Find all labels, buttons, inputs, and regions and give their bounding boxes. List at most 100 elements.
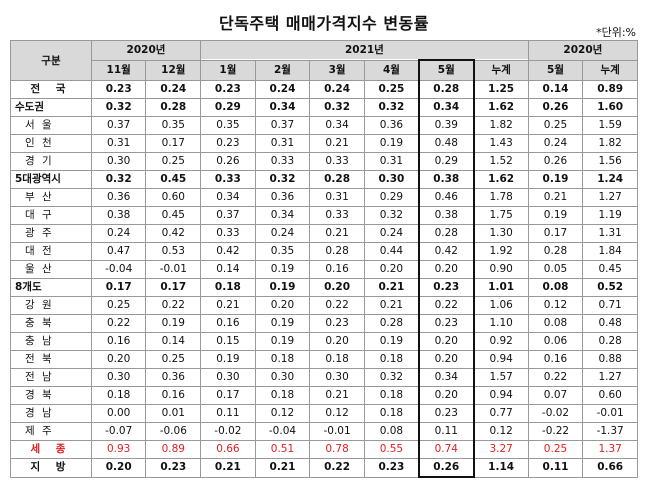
value-cell: -0.01 [145,260,202,279]
value-cell: 1.75 [473,206,529,225]
header-month: 4월 [363,59,420,81]
value-cell: 1.52 [473,152,529,171]
value-cell: 0.21 [309,134,365,153]
value-cell: 1.60 [582,98,638,117]
value-cell: 0.74 [417,440,475,459]
table-row: 전 남 0.30 0.36 0.30 0.30 0.30 0.32 0.34 1.57 0.22 1… [10,368,638,387]
value-cell: 0.35 [200,116,256,135]
value-cell: 0.38 [417,206,475,225]
value-cell: 0.24 [254,80,311,99]
value-cell: 0.32 [254,170,311,189]
value-cell: 0.94 [473,350,529,369]
value-cell: 0.38 [90,206,147,225]
value-cell: 1.37 [582,440,638,459]
row-label: 강 원 [10,296,92,315]
value-cell: 0.17 [90,278,147,297]
row-label: 광 주 [10,224,92,243]
value-cell: 0.12 [254,404,311,423]
value-cell: 0.30 [309,368,365,387]
value-cell: 0.18 [309,350,365,369]
value-cell: 0.22 [309,458,365,478]
value-cell: -0.04 [254,422,311,441]
value-cell: 0.15 [200,332,256,351]
value-cell: 0.25 [363,80,420,99]
value-cell: 0.31 [363,152,420,171]
value-cell: 1.92 [473,242,529,261]
header-group-2021: 2021년 [200,40,529,61]
value-cell: 0.48 [417,134,475,153]
header-month: 누계 [582,59,638,81]
value-cell: 0.19 [145,314,202,333]
table-row: 수도권 0.32 0.28 0.29 0.34 0.32 0.32 0.34 1.62 0.26 1… [10,98,638,117]
value-cell: 0.32 [363,206,420,225]
value-cell: 0.32 [363,98,420,117]
value-cell: 0.24 [309,80,365,99]
table-row: 부 산 0.36 0.60 0.34 0.36 0.31 0.29 0.46 1.78 0.21 1… [10,188,638,207]
value-cell: 0.31 [309,188,365,207]
value-cell: 0.90 [473,260,529,279]
value-cell: 0.22 [527,368,584,387]
value-cell: 1.27 [582,368,638,387]
value-cell: 0.26 [527,152,584,171]
value-cell: 0.11 [200,404,256,423]
value-cell: 0.08 [527,314,584,333]
value-cell: 1.62 [473,170,529,189]
value-cell: 0.22 [309,296,365,315]
value-cell: 0.21 [309,386,365,405]
value-cell: 0.14 [527,80,584,99]
value-cell: 0.08 [363,422,420,441]
value-cell: 0.08 [527,278,584,297]
header-category: 구분 [10,40,92,81]
value-cell: 0.36 [254,188,311,207]
value-cell: 0.45 [145,170,202,189]
value-cell: 0.34 [254,98,311,117]
value-cell: 0.19 [200,350,256,369]
value-cell: 0.22 [90,314,147,333]
row-label: 인 천 [10,134,92,153]
page-title: 단독주택 매매가격지수 변동률 [218,14,429,33]
value-cell: 0.18 [254,350,311,369]
value-cell: 0.23 [417,314,475,333]
value-cell: 0.94 [473,386,529,405]
value-cell: 1.82 [473,116,529,135]
value-cell: 0.30 [90,152,147,171]
price-change-table: 구분 2020년 2021년 2020년 11월 12월 1월 2월 3월 4월… [10,40,639,478]
value-cell: 0.42 [417,242,475,261]
value-cell: 0.35 [254,242,311,261]
value-cell: 0.14 [200,260,256,279]
value-cell: 0.34 [309,116,365,135]
table-row: 제 주 -0.07 -0.06 -0.02 -0.04 -0.01 0.08 0.11 0.12… [10,422,638,441]
value-cell: 0.29 [363,188,420,207]
value-cell: 0.06 [527,332,584,351]
table-row: 인 천 0.31 0.17 0.23 0.31 0.21 0.19 0.48 1.43 0.24 1… [10,134,638,153]
row-label: 수도권 [10,98,92,117]
value-cell: 1.25 [473,80,529,99]
header-month: 1월 [200,59,256,81]
value-cell: 0.42 [200,242,256,261]
value-cell: 0.33 [254,152,311,171]
value-cell: 0.14 [145,332,202,351]
value-cell: 0.24 [363,224,420,243]
value-cell: 0.24 [254,224,311,243]
value-cell: 0.18 [200,278,256,297]
value-cell: 0.16 [200,314,256,333]
value-cell: 0.19 [254,314,311,333]
row-label: 5대광역시 [10,170,92,189]
value-cell: -0.02 [527,404,584,423]
value-cell: 0.22 [145,296,202,315]
value-cell: 0.78 [309,440,365,459]
value-cell: 0.25 [527,116,584,135]
header-month: 3월 [309,59,365,81]
value-cell: 0.20 [417,350,475,369]
value-cell: 1.62 [473,98,529,117]
value-cell: 0.31 [90,134,147,153]
value-cell: 1.06 [473,296,529,315]
value-cell: 0.53 [145,242,202,261]
header-month: 12월 [145,59,202,81]
row-label: 전 북 [10,350,92,369]
value-cell: 0.25 [145,350,202,369]
value-cell: 0.12 [309,404,365,423]
value-cell: -0.01 [309,422,365,441]
value-cell: 0.25 [145,152,202,171]
value-cell: 0.38 [417,170,475,189]
